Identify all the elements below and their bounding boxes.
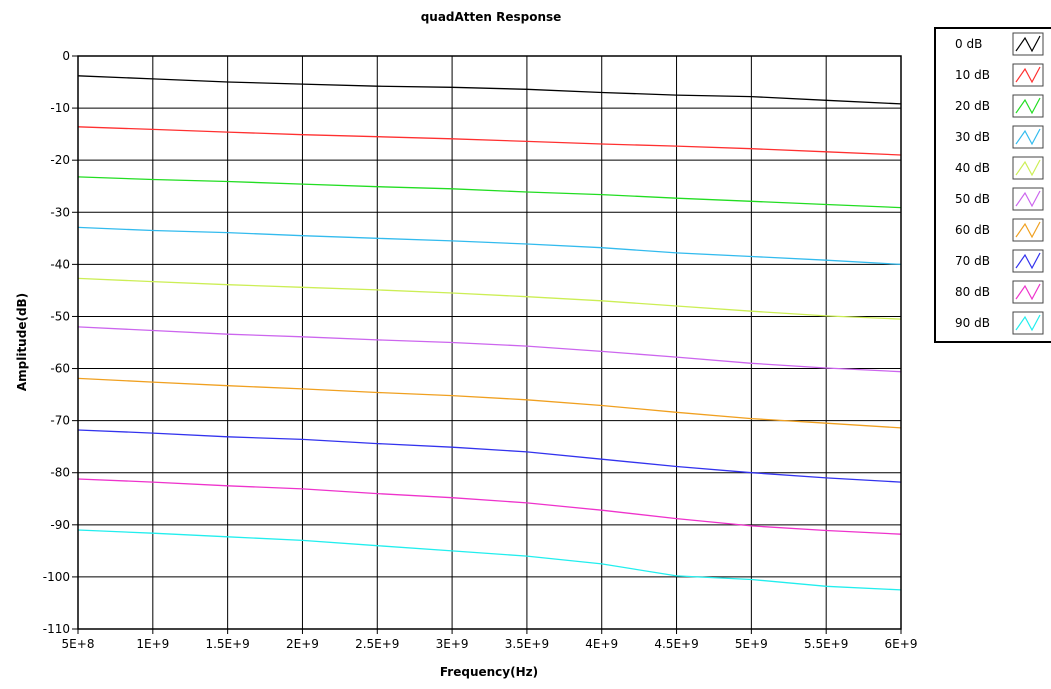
x-axis-title: Frequency(Hz): [440, 665, 538, 679]
legend-swatch-line-0-db: [1015, 35, 1041, 53]
x-tick-label: 5.5E+9: [804, 637, 848, 651]
y-tick-label: -30: [50, 205, 70, 219]
legend-swatch-line-60-db: [1015, 221, 1041, 239]
y-tick-label: -80: [50, 466, 70, 480]
series-line-10-db: [77, 126, 902, 156]
y-tick-label: 0: [62, 49, 70, 63]
x-tick-label: 5E+8: [62, 637, 95, 651]
series-line-70-db: [77, 429, 902, 483]
x-tick-label: 5E+9: [735, 637, 768, 651]
x-tick-label: 4.5E+9: [654, 637, 698, 651]
x-tick-label: 3.5E+9: [505, 637, 549, 651]
y-tick-labels: 0 -10 -20 -30 -40 -50 -60 -70 -80 -90 -100 -110: [43, 49, 78, 636]
y-tick-label: -110: [43, 622, 70, 636]
plot-frame: [77, 55, 902, 630]
y-tick-label: -70: [50, 414, 70, 428]
y-tick-label: -90: [50, 518, 70, 532]
series-line-60-db: [77, 377, 902, 429]
legend-swatch-line-40-db: [1015, 159, 1041, 177]
series-lines: [77, 75, 902, 591]
legend-swatch-line-30-db: [1015, 128, 1041, 146]
x-tick-label: 1.5E+9: [205, 637, 249, 651]
legend-label-90-db: 90 dB: [955, 316, 990, 330]
legend-label-40-db: 40 dB: [955, 161, 990, 175]
x-tick-label: 2.5E+9: [355, 637, 399, 651]
legend-label-10-db: 10 dB: [955, 68, 990, 82]
series-line-20-db: [77, 176, 902, 209]
chart-title: quadAtten Response: [421, 10, 562, 24]
legend-swatch-line-70-db: [1015, 252, 1041, 270]
series-line-40-db: [77, 277, 902, 320]
legend-label-20-db: 20 dB: [955, 99, 990, 113]
legend-swatch-line-50-db: [1015, 190, 1041, 208]
series-line-0-db: [77, 75, 902, 105]
x-tick-labels: 5E+8 1E+9 1.5E+9 2E+9 2.5E+9 3E+9 3.5E+9 4E+9 4.…: [62, 629, 918, 651]
y-tick-label: -100: [43, 570, 70, 584]
legend-label-70-db: 70 dB: [955, 254, 990, 268]
legend-label-80-db: 80 dB: [955, 285, 990, 299]
x-tick-label: 2E+9: [286, 637, 319, 651]
series-line-90-db: [77, 529, 902, 591]
series-line-30-db: [77, 226, 902, 266]
series-line-50-db: [77, 326, 902, 373]
grid: [77, 55, 902, 630]
y-tick-label: -50: [50, 309, 70, 323]
legend-swatch-line-80-db: [1015, 283, 1041, 301]
legend-label-60-db: 60 dB: [955, 223, 990, 237]
legend-swatch-line-90-db: [1015, 314, 1041, 332]
legend-label-50-db: 50 dB: [955, 192, 990, 206]
y-tick-label: -40: [50, 257, 70, 271]
legend-swatch-line-20-db: [1015, 97, 1041, 115]
series-line-80-db: [77, 478, 902, 535]
x-tick-label: 6E+9: [885, 637, 918, 651]
legend: 0 dB 10 dB 20 dB 30 dB 40 dB 50 dB 60 dB 70 dB 8…: [934, 27, 1051, 343]
y-tick-label: -20: [50, 153, 70, 167]
y-tick-label: -60: [50, 362, 70, 376]
y-tick-label: -10: [50, 101, 70, 115]
y-axis-title: Amplitude(dB): [15, 293, 29, 391]
legend-label-30-db: 30 dB: [955, 130, 990, 144]
legend-swatch-line-10-db: [1015, 66, 1041, 84]
x-tick-label: 3E+9: [436, 637, 469, 651]
legend-label-0-db: 0 dB: [955, 37, 982, 51]
x-tick-label: 1E+9: [136, 637, 169, 651]
x-tick-label: 4E+9: [585, 637, 618, 651]
